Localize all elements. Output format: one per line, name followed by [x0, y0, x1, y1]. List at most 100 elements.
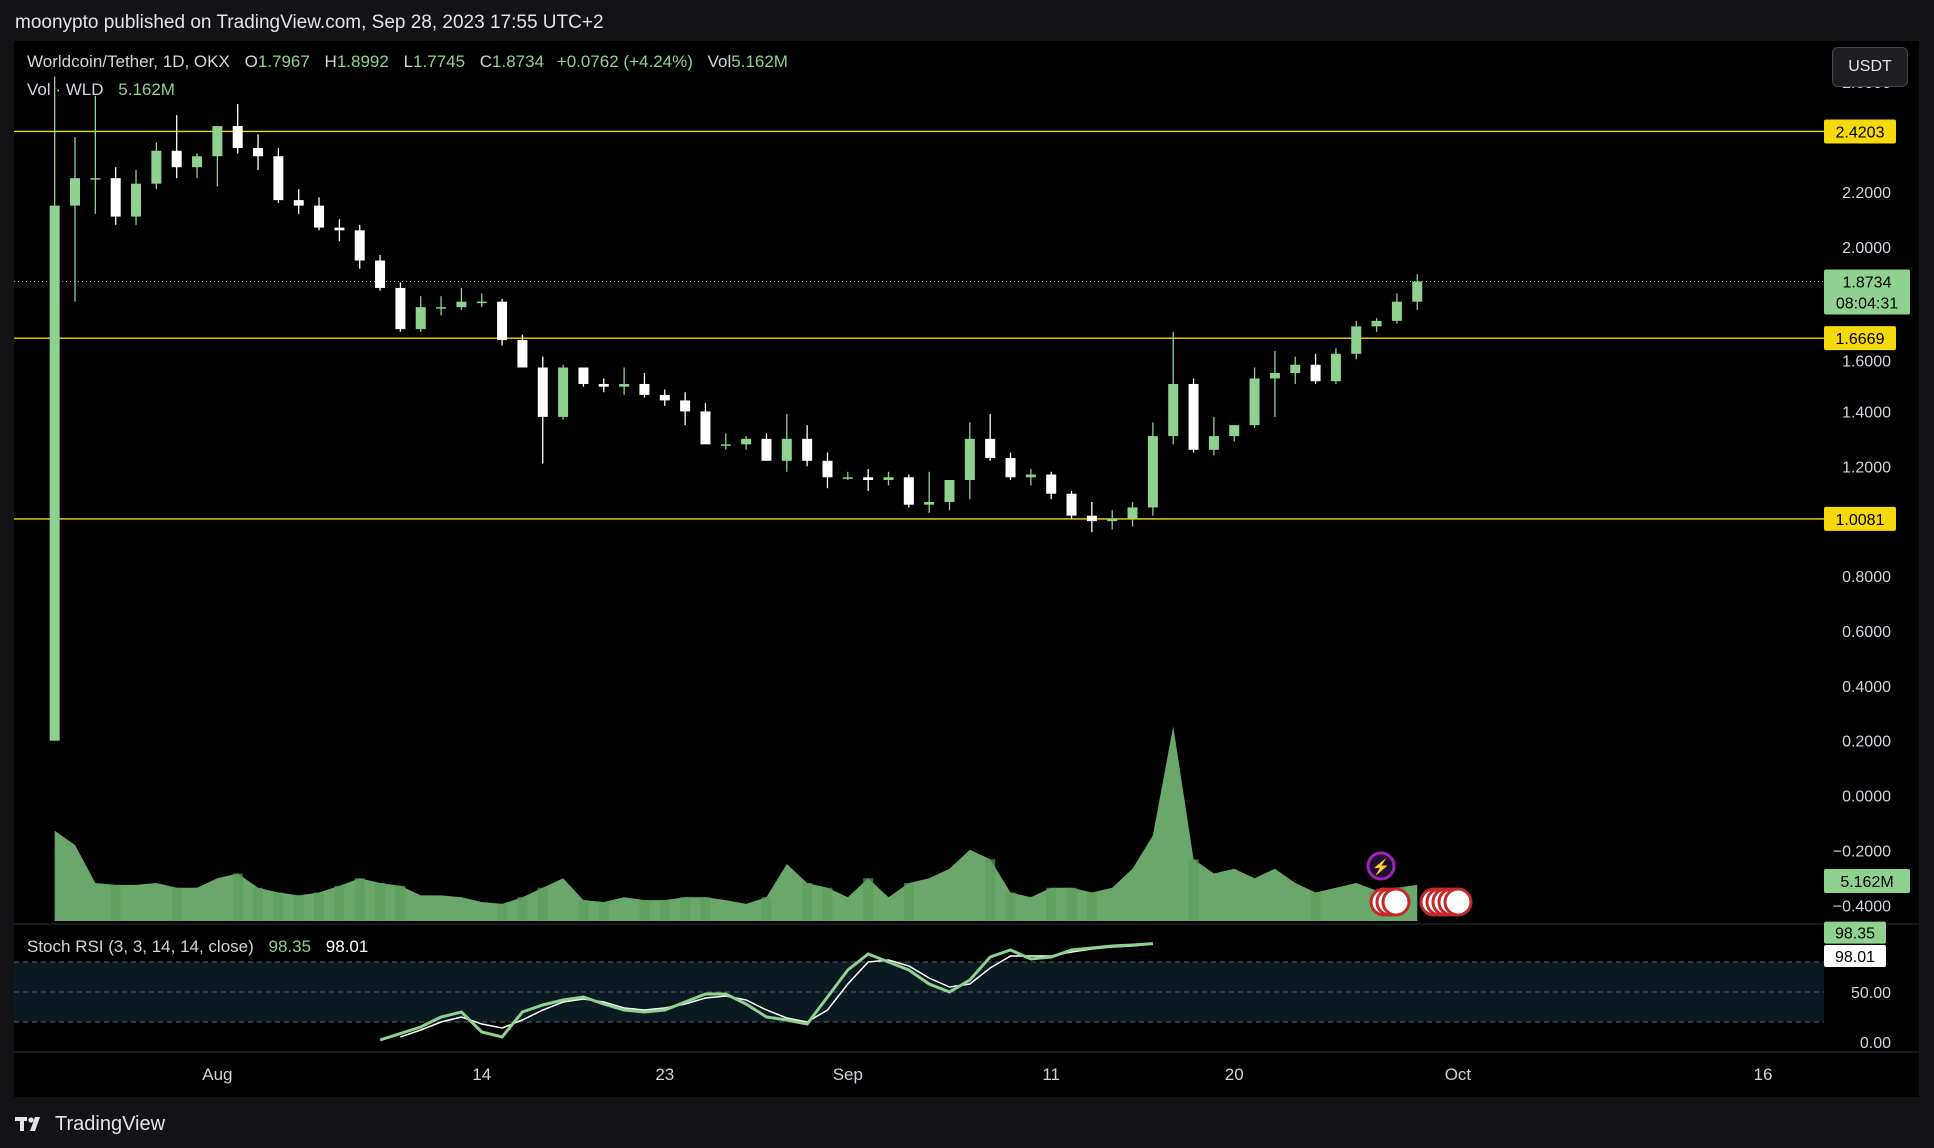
volume-bar [334, 885, 345, 921]
volume-bar [700, 897, 711, 921]
volume-legend: Vol · WLD 5.162M [27, 80, 175, 100]
price-axis-tick: 2.2000 [1842, 185, 1891, 202]
horizontal-level-label: 1.6669 [1836, 331, 1885, 348]
candle-body [619, 383, 630, 387]
volume-bar [680, 897, 691, 921]
symbol-legend: Worldcoin/Tether, 1D, OKX O1.7967 H1.899… [27, 52, 788, 72]
stoch-rsi-k-line [379, 942, 1153, 1042]
candle-body [1229, 425, 1240, 437]
open-value: 1.7967 [257, 52, 310, 71]
price-chart[interactable]: 2.60002.20002.00001.40001.20000.80000.60… [14, 41, 1919, 1097]
high-value: 1.8992 [336, 52, 389, 71]
candle-body [334, 227, 345, 231]
candle-body [110, 178, 121, 217]
volume-bar [903, 883, 914, 921]
candle-body [1086, 515, 1097, 522]
candle-body [131, 183, 142, 217]
candle-body [1351, 326, 1362, 354]
volume-bar [1046, 887, 1057, 921]
time-axis-tick: Aug [202, 1065, 232, 1084]
candle-body [1412, 281, 1423, 302]
candle-body [415, 307, 426, 330]
volume-bar [395, 885, 406, 921]
volume-label: 5.162M [1840, 874, 1893, 891]
candle-body [1046, 474, 1057, 494]
volume-bar [802, 883, 813, 921]
volume-bar [863, 878, 874, 921]
candle-body [354, 230, 365, 261]
candle-body [680, 400, 691, 412]
time-axis-tick: 20 [1225, 1065, 1244, 1084]
close-value: 1.8734 [492, 52, 545, 71]
candle-body [863, 477, 874, 480]
candle-body [802, 438, 813, 461]
candle-body [903, 477, 914, 505]
volume-bar [375, 883, 386, 921]
candle-body [212, 126, 223, 157]
volume-bar [110, 884, 121, 921]
volume-bar [314, 892, 325, 921]
candle-body [842, 477, 853, 479]
price-axis-tick: −0.4000 [1833, 898, 1891, 915]
chart-panel[interactable]: 2.60002.20002.00001.40001.20000.80000.60… [14, 41, 1919, 1097]
currency-button[interactable]: USDT [1832, 47, 1908, 87]
volume-bar [985, 859, 996, 921]
candle-body [1310, 364, 1321, 382]
stoch-rsi-d-value: 98.01 [325, 937, 369, 956]
tradingview-logo-icon [15, 1117, 40, 1131]
candle-body [1127, 507, 1138, 519]
news-bolt-icon [1366, 851, 1396, 881]
horizontal-level-label-bg [1824, 326, 1896, 351]
candle-body [639, 383, 650, 395]
time-axis-tick: 23 [655, 1065, 674, 1084]
horizontal-level-label: 2.4203 [1836, 124, 1885, 141]
candle-body [253, 148, 264, 157]
last-price-label: 1.8734 [1843, 275, 1892, 292]
volume-bar [273, 892, 284, 921]
candle-body [1290, 364, 1301, 373]
time-axis-tick: 16 [1754, 1065, 1773, 1084]
stoch-rsi-k-label-bg [1824, 921, 1886, 944]
price-axis-tick: 1.6000 [1842, 354, 1891, 371]
volume-bar [232, 873, 243, 921]
symbol-name: Worldcoin/Tether, 1D, OKX [27, 52, 230, 71]
volume-legend-label: Vol · WLD [27, 80, 104, 99]
stoch-rsi-d-label: 98.01 [1835, 949, 1875, 966]
candle-body [232, 126, 243, 149]
us-flag-event-icon [1443, 887, 1473, 917]
price-axis-tick: 1.4000 [1842, 404, 1891, 421]
time-axis-tick: Sep [833, 1065, 863, 1084]
candle-body [1391, 301, 1402, 321]
price-axis-tick: 1.2000 [1842, 459, 1891, 476]
vol-value: 5.162M [731, 52, 788, 71]
horizontal-level-label-bg [1824, 119, 1896, 144]
volume-bar [171, 887, 182, 921]
stoch-rsi-k-label: 98.35 [1835, 926, 1875, 943]
candle-body [395, 287, 406, 330]
volume-legend-value: 5.162M [118, 80, 175, 99]
candle-body [1269, 372, 1280, 379]
volume-area [54, 726, 1418, 921]
us-flag-event-icon [1381, 887, 1411, 917]
candle-body [476, 301, 487, 304]
volume-bar [598, 902, 609, 921]
volume-bar [354, 878, 365, 921]
stoch-rsi-legend: Stoch RSI (3, 3, 14, 14, close) 98.35 98… [27, 937, 368, 957]
volume-bar [1188, 859, 1199, 921]
volume-bar [537, 887, 548, 921]
horizontal-level-label: 1.0081 [1836, 512, 1885, 529]
candle-body [1005, 458, 1016, 478]
candle-body [517, 340, 528, 368]
stoch-rsi-axis-tick: 0.00 [1860, 1035, 1891, 1052]
candle-body [171, 150, 182, 168]
candle-body [883, 477, 894, 480]
volume-bar [1310, 892, 1321, 921]
volume-bar [1086, 892, 1097, 921]
candle-body [375, 260, 386, 288]
candle-body [1168, 383, 1179, 437]
volume-bar [659, 900, 670, 921]
volume-bar [578, 900, 589, 921]
time-axis-tick: 11 [1042, 1065, 1060, 1084]
candle-body [700, 411, 711, 445]
stoch-rsi-d-label-bg [1824, 944, 1886, 967]
